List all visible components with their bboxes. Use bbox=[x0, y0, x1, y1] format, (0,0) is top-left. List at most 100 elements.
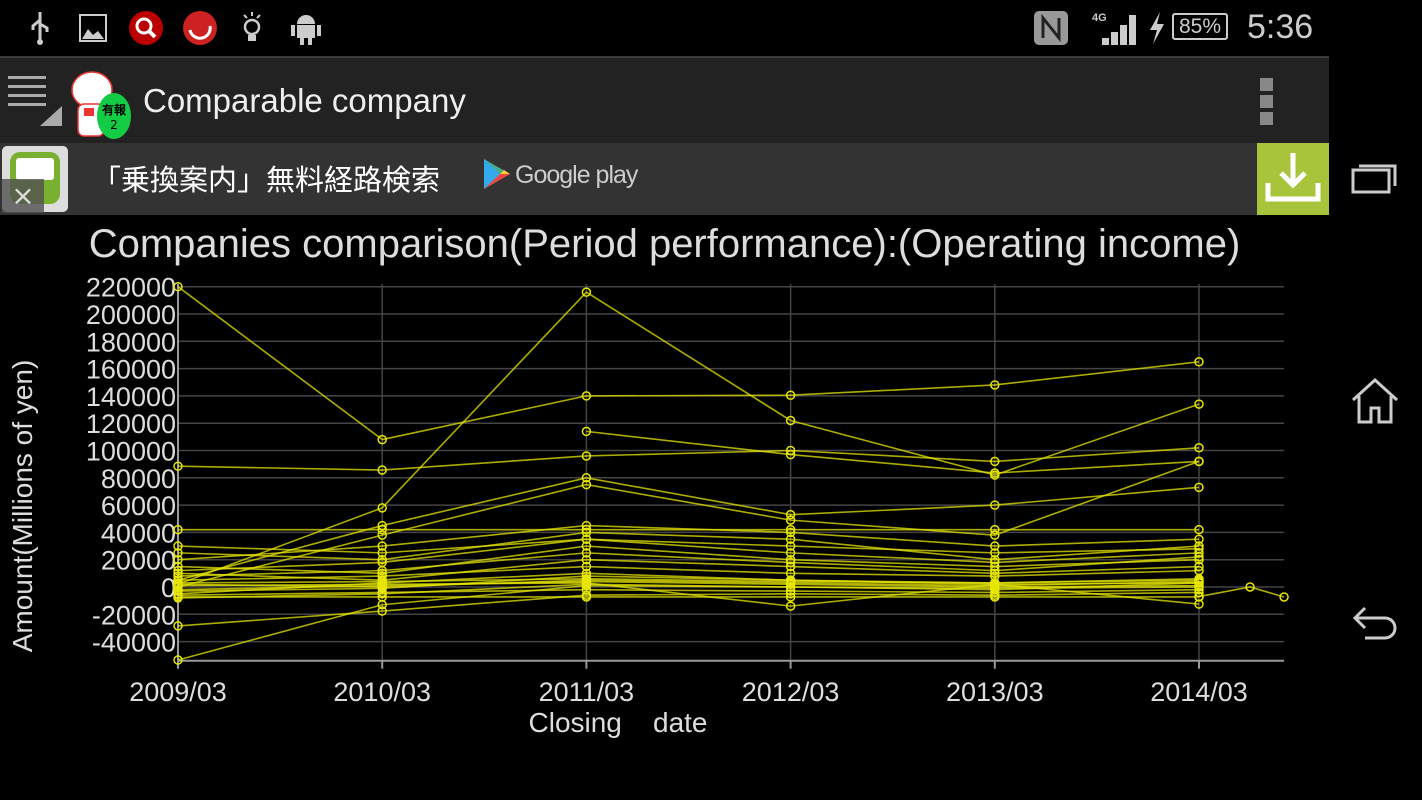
y-tick-label: 200000 bbox=[86, 300, 176, 330]
series-line bbox=[177, 460, 1200, 588]
data-point bbox=[581, 520, 592, 531]
data-point bbox=[990, 541, 1000, 551]
data-point bbox=[1194, 561, 1204, 572]
data-point bbox=[173, 575, 183, 585]
data-point bbox=[1245, 582, 1255, 592]
data-point bbox=[1194, 524, 1204, 535]
data-point bbox=[581, 580, 592, 591]
data-point bbox=[173, 565, 183, 576]
series-line bbox=[177, 538, 1200, 572]
gallery-icon bbox=[78, 10, 108, 46]
data-point bbox=[1194, 554, 1204, 565]
svg-text:有報: 有報 bbox=[102, 102, 127, 117]
data-point bbox=[377, 524, 387, 535]
data-point bbox=[785, 524, 796, 535]
series-line bbox=[177, 552, 1200, 577]
overflow-menu-icon[interactable] bbox=[1260, 78, 1274, 130]
data-point bbox=[785, 579, 796, 590]
series-line bbox=[177, 531, 1200, 561]
data-point bbox=[785, 576, 796, 587]
series-line bbox=[177, 291, 1200, 586]
x-tick-label: 2013/03 bbox=[946, 677, 1044, 707]
data-point bbox=[785, 509, 796, 520]
data-point bbox=[1194, 584, 1204, 595]
data-point bbox=[785, 554, 796, 565]
data-point bbox=[785, 449, 796, 460]
back-icon[interactable] bbox=[1351, 604, 1401, 648]
data-point bbox=[377, 548, 387, 558]
usb-icon bbox=[28, 10, 52, 46]
y-tick-label: 160000 bbox=[86, 355, 176, 385]
download-button[interactable] bbox=[1257, 143, 1329, 215]
data-point bbox=[581, 561, 592, 572]
drawer-menu-icon[interactable] bbox=[8, 76, 64, 134]
y-tick-label: 180000 bbox=[86, 327, 176, 357]
data-point bbox=[173, 655, 183, 665]
series-line bbox=[586, 430, 1200, 474]
data-point bbox=[785, 415, 796, 426]
y-tick-label: 80000 bbox=[101, 464, 176, 494]
data-point bbox=[173, 554, 183, 565]
data-point bbox=[785, 541, 796, 551]
search-app-icon bbox=[128, 10, 164, 46]
data-point bbox=[173, 541, 183, 551]
data-point bbox=[581, 479, 592, 490]
data-point bbox=[990, 380, 1000, 390]
data-point bbox=[377, 434, 387, 445]
data-point bbox=[990, 554, 1000, 565]
series-line bbox=[177, 524, 1200, 561]
download-icon bbox=[1265, 153, 1321, 202]
data-point bbox=[581, 287, 592, 297]
charging-icon bbox=[1146, 10, 1168, 46]
data-point bbox=[581, 527, 592, 538]
data-point bbox=[377, 606, 387, 616]
series-line bbox=[177, 476, 1200, 581]
ad-close-icon[interactable]: × bbox=[2, 179, 44, 213]
data-point bbox=[1194, 582, 1204, 592]
data-point bbox=[581, 473, 592, 483]
data-point bbox=[581, 554, 592, 565]
app-logo[interactable]: 有報 2 bbox=[64, 66, 134, 140]
nfc-icon bbox=[1033, 10, 1069, 46]
recent-apps-icon[interactable] bbox=[1351, 160, 1399, 200]
data-point bbox=[377, 503, 387, 513]
data-point bbox=[785, 601, 796, 611]
data-point bbox=[785, 515, 796, 525]
data-point bbox=[990, 583, 1000, 594]
action-bar: 有報 2 Comparable company bbox=[0, 56, 1329, 143]
series-line bbox=[177, 286, 1200, 441]
data-point bbox=[173, 621, 183, 631]
data-point bbox=[785, 592, 796, 602]
data-point bbox=[785, 534, 796, 544]
google-play-label: Google play bbox=[515, 161, 638, 189]
data-point bbox=[990, 456, 1000, 467]
ad-banner[interactable]: × 「乗換案内」無料経路検索 Google play bbox=[0, 143, 1329, 215]
x-tick-label: 2010/03 bbox=[333, 677, 431, 707]
home-icon[interactable] bbox=[1349, 376, 1401, 430]
data-point bbox=[990, 578, 1000, 588]
network-type: 4G bbox=[1092, 12, 1107, 24]
data-point bbox=[581, 426, 592, 437]
data-point bbox=[1194, 578, 1204, 588]
y-tick-label: 60000 bbox=[101, 491, 176, 521]
battery-icon: 85% bbox=[1172, 13, 1228, 40]
y-axis-label: Amount(Millions of yen) bbox=[7, 360, 38, 653]
clock: 5:36 bbox=[1247, 8, 1314, 46]
data-point bbox=[581, 574, 592, 584]
data-point bbox=[377, 557, 387, 568]
x-tick-label: 2014/03 bbox=[1150, 677, 1248, 707]
data-point bbox=[990, 568, 1000, 579]
data-point bbox=[581, 541, 592, 551]
data-point bbox=[1194, 575, 1204, 585]
data-point bbox=[990, 590, 1000, 600]
series-line bbox=[177, 538, 1200, 554]
data-point bbox=[377, 554, 387, 565]
y-tick-label: -40000 bbox=[92, 628, 176, 658]
lightbulb-icon bbox=[240, 10, 264, 46]
x-tick-label: 2009/03 bbox=[129, 677, 227, 707]
data-point bbox=[581, 534, 592, 544]
y-tick-label: 40000 bbox=[101, 518, 176, 548]
data-point bbox=[173, 548, 183, 558]
x-axis-label: Closing date bbox=[529, 707, 708, 738]
series-line bbox=[177, 565, 1200, 581]
